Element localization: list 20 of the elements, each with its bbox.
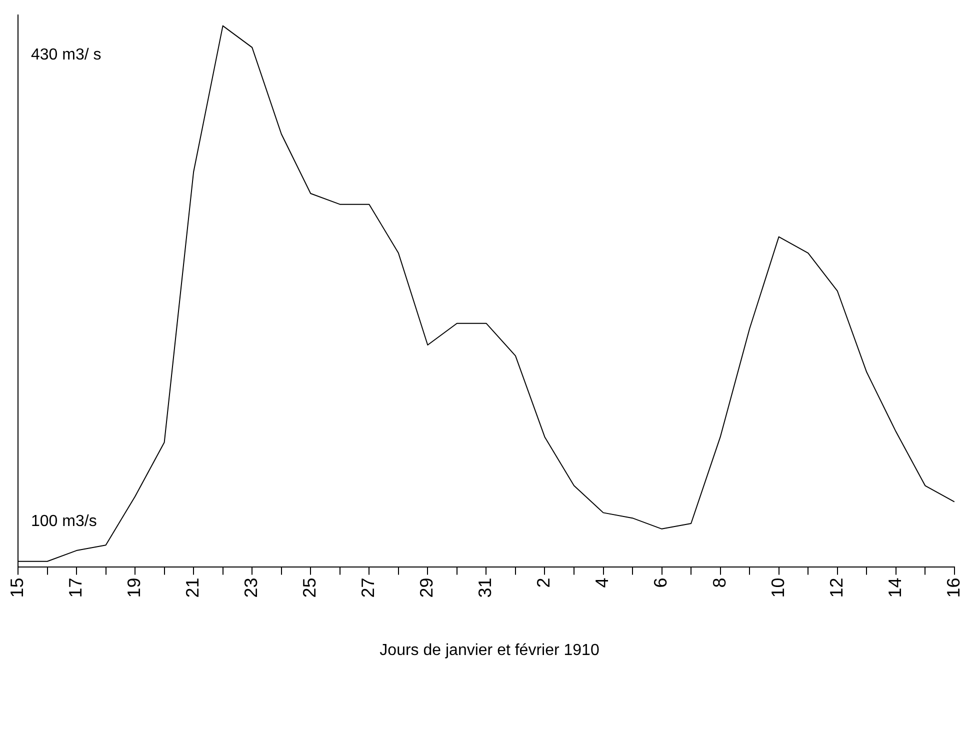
x-tick-label: 6: [650, 578, 671, 588]
x-tick-label: 16: [943, 578, 964, 598]
x-tick-label: 17: [65, 578, 86, 598]
x-axis-title: Jours de janvier et février 1910: [380, 642, 600, 659]
x-tick-label: 25: [300, 578, 320, 598]
x-tick-label: 27: [358, 578, 378, 598]
x-tick-label: 15: [6, 578, 27, 598]
x-tick-label: 10: [768, 578, 788, 598]
x-tick-label: 8: [709, 578, 730, 588]
x-tick-label: 4: [592, 578, 612, 588]
x-tick-label: 23: [241, 578, 262, 598]
annotation: 100 m3/s: [31, 513, 97, 530]
x-tick-label: 29: [416, 578, 437, 598]
x-tick-label: 12: [826, 578, 846, 598]
annotation: 430 m3/ s: [31, 46, 102, 64]
x-tick-label: 31: [475, 578, 496, 598]
x-tick-label: 2: [534, 578, 554, 588]
x-tick-label: 21: [182, 578, 203, 598]
x-tick-label: 14: [884, 578, 905, 598]
x-tick-label: 19: [124, 578, 144, 598]
